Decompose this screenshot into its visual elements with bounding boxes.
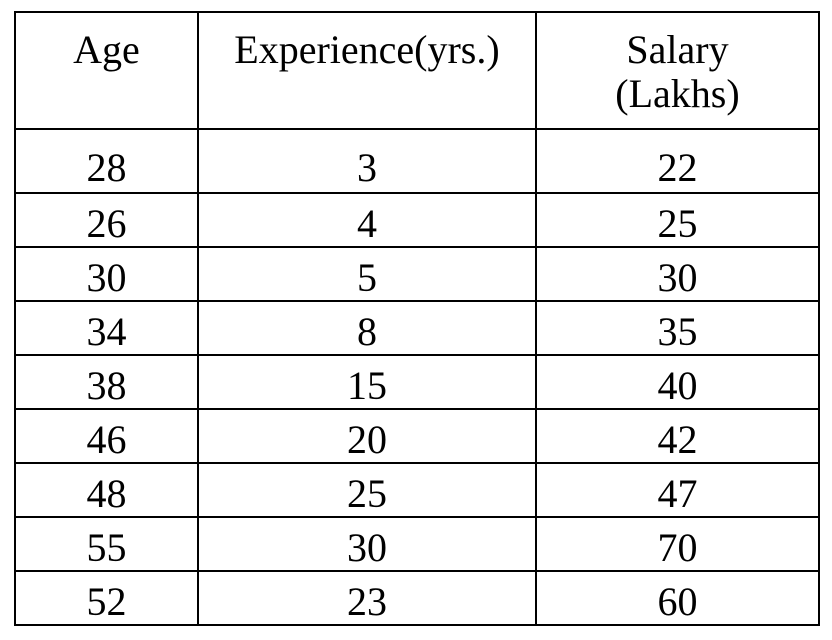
cell-experience: 25 [197,462,537,518]
cell-age: 34 [14,300,199,356]
cell-experience: 4 [197,192,537,248]
cell-experience: 3 [197,128,537,194]
cell-salary: 70 [535,516,820,572]
cell-age: 48 [14,462,199,518]
header-experience: Experience(yrs.) [197,11,537,130]
table-row: 55 30 70 [14,516,820,572]
cell-age: 26 [14,192,199,248]
cell-salary: 60 [535,570,820,626]
header-row: Age Experience(yrs.) Salary (Lakhs) [14,11,820,130]
cell-experience: 15 [197,354,537,410]
table-row: 26 4 25 [14,192,820,248]
table-row: 28 3 22 [14,128,820,194]
table-body: 28 3 22 26 4 25 30 5 30 34 8 35 38 15 40… [14,128,820,626]
cell-experience: 23 [197,570,537,626]
table-row: 46 20 42 [14,408,820,464]
cell-experience: 20 [197,408,537,464]
cell-age: 28 [14,128,199,194]
cell-salary: 35 [535,300,820,356]
cell-salary: 47 [535,462,820,518]
table-row: 38 15 40 [14,354,820,410]
header-salary-label: Salary [626,27,729,72]
cell-salary: 22 [535,128,820,194]
cell-experience: 30 [197,516,537,572]
data-table: Age Experience(yrs.) Salary (Lakhs) 28 3… [14,11,820,626]
cell-age: 46 [14,408,199,464]
cell-age: 38 [14,354,199,410]
table-row: 52 23 60 [14,570,820,626]
cell-age: 30 [14,246,199,302]
table-row: 30 5 30 [14,246,820,302]
cell-salary: 25 [535,192,820,248]
cell-experience: 5 [197,246,537,302]
table-row: 48 25 47 [14,462,820,518]
header-salary-unit: (Lakhs) [615,71,740,116]
cell-age: 52 [14,570,199,626]
header-age-label: Age [73,27,140,72]
cell-salary: 30 [535,246,820,302]
header-experience-label: Experience(yrs.) [234,27,500,72]
table-header: Age Experience(yrs.) Salary (Lakhs) [14,11,820,130]
cell-salary: 40 [535,354,820,410]
header-age: Age [14,11,199,130]
cell-age: 55 [14,516,199,572]
cell-salary: 42 [535,408,820,464]
header-salary: Salary (Lakhs) [535,11,820,130]
cell-experience: 8 [197,300,537,356]
table-row: 34 8 35 [14,300,820,356]
